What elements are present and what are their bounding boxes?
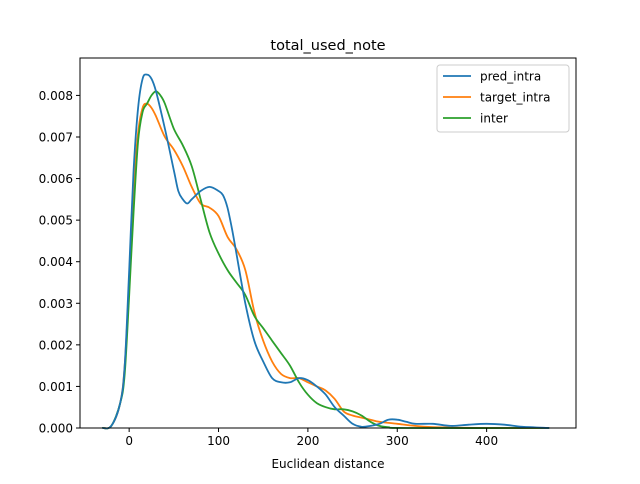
- y-tick-label: 0.004: [39, 255, 73, 269]
- legend-label-target-intra: target_intra: [480, 91, 550, 105]
- y-tick-label: 0.003: [39, 297, 73, 311]
- legend-box: [436, 64, 570, 133]
- y-tick-label: 0.005: [39, 214, 73, 228]
- chart-title: total_used_note: [270, 38, 385, 54]
- x-axis-label: Euclidean distance: [271, 457, 384, 471]
- legend-label-pred-intra: pred_intra: [480, 70, 541, 84]
- y-axis-ticks: 0.000 0.001 0.002 0.003 0.004 0.005 0.006 0.007…: [39, 89, 80, 436]
- y-tick-label: 0.001: [39, 380, 73, 394]
- y-tick-label: 0.007: [39, 130, 73, 144]
- legend: pred_intra target_intra inter: [436, 64, 570, 133]
- x-tick-label: 200: [296, 434, 319, 448]
- x-tick-label: 0: [125, 434, 133, 448]
- x-axis-ticks: 0 100 200 300 400: [125, 428, 498, 448]
- plot-frame: [79, 57, 577, 429]
- y-tick-label: 0.000: [39, 422, 73, 436]
- y-tick-label: 0.002: [39, 338, 73, 352]
- y-tick-label: 0.008: [39, 89, 73, 103]
- x-tick-label: 400: [475, 434, 498, 448]
- y-tick-label: 0.006: [39, 172, 73, 186]
- legend-label-inter: inter: [480, 112, 508, 126]
- x-tick-label: 300: [386, 434, 409, 448]
- series-line-target-intra: [102, 102, 550, 430]
- series-lines: [102, 73, 550, 430]
- series-line-inter: [102, 90, 550, 430]
- series-line-pred-intra: [102, 73, 550, 430]
- x-tick-label: 100: [207, 434, 230, 448]
